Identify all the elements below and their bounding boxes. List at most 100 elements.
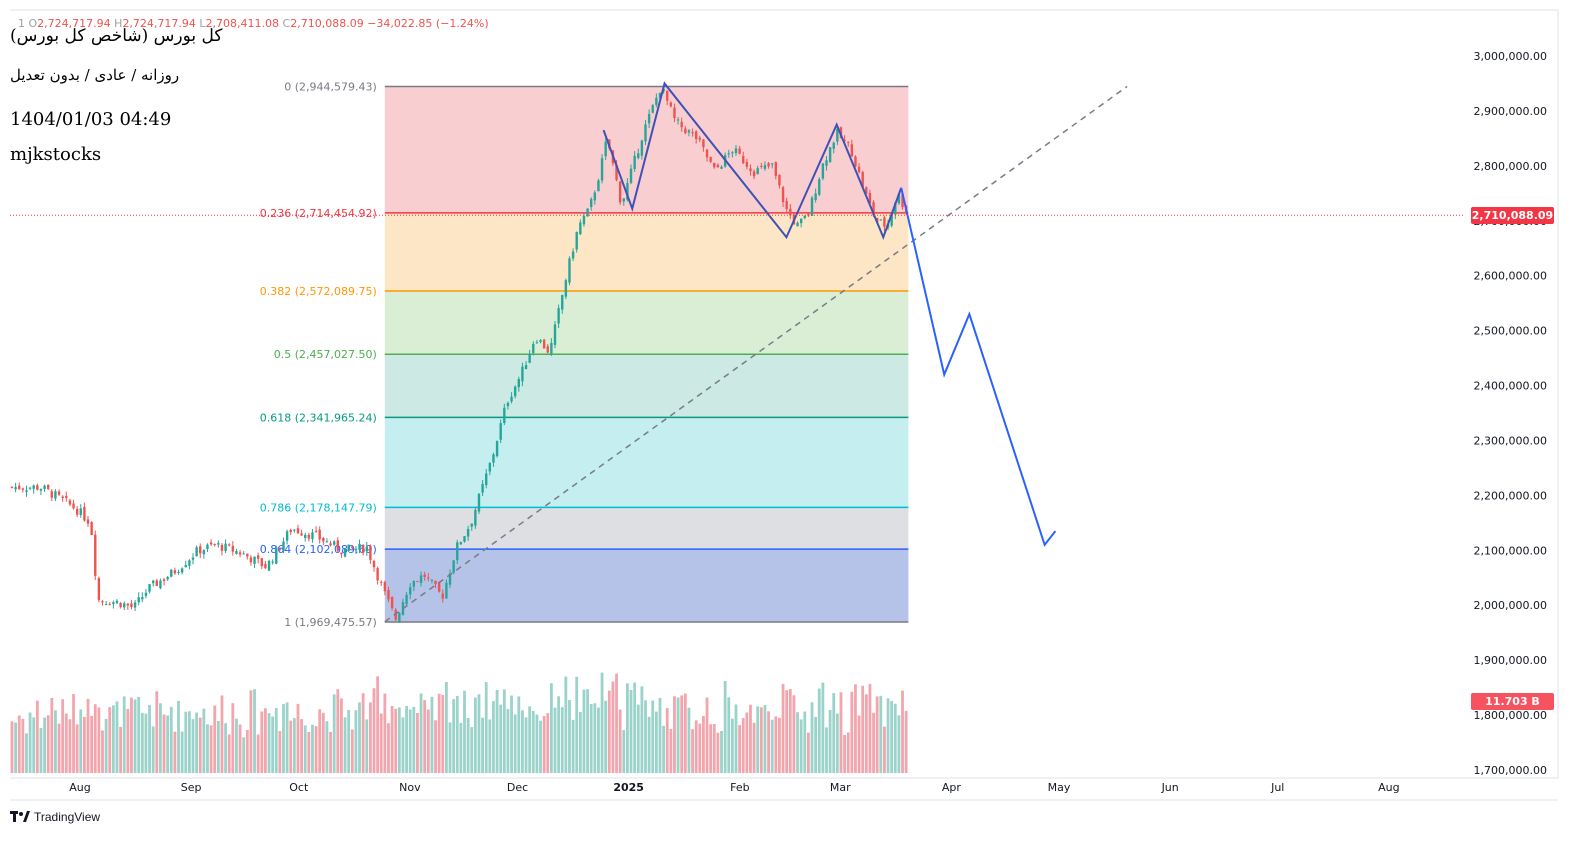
volume-bar [412,706,416,773]
candle-body [673,107,676,119]
drawings[interactable] [10,81,1465,623]
volume-bar [180,731,184,773]
candle-body [590,199,593,207]
x-tick-label: Oct [289,781,309,794]
volume-bar [350,729,354,773]
candle-body [872,202,875,216]
candle-body [108,604,111,606]
candle-body [705,149,709,158]
candle-body [61,496,64,498]
candle-body [564,280,568,297]
candle-body [83,506,86,521]
volume-bar [510,695,513,773]
volume-bar [521,710,524,773]
candle-body [437,581,441,592]
candle-body [162,579,166,581]
last-price-tag: 2,710,088.09 [1471,207,1554,224]
x-tick-label: Aug [69,781,90,794]
candle-body [224,543,227,552]
volume-bar [358,702,361,773]
volume-bar [683,693,687,773]
volume-bar [90,715,94,773]
volume-bar [712,724,716,773]
volume-tag: 11.703 B [1471,693,1554,710]
candle-body [104,604,108,606]
candle-body [123,603,126,608]
candle-body [213,544,216,546]
volume-bar [394,708,398,773]
volume-bar [419,693,423,773]
candle-body [325,541,329,543]
volume-bar [155,691,159,773]
volume-bar [101,730,104,773]
candle-body [532,343,535,354]
volume-bar [698,723,702,773]
volume-bar [144,713,148,773]
candle-body [818,179,821,195]
x-tick-label: Apr [942,781,962,794]
volume-bar [839,692,843,773]
volume-bar [249,690,253,773]
volume-bar [191,719,195,773]
candle-body [644,124,647,142]
candle-body [452,560,455,573]
volume-bar [122,696,126,773]
volume-bar [354,710,358,773]
candle-body [405,594,408,605]
volume-bar [235,718,238,773]
volume-bar [662,725,665,773]
candle-body [260,558,263,567]
candle-body [785,200,788,209]
candle-body [579,222,582,235]
candle-body [231,545,235,552]
y-tick-label: 2,100,000.00 [1474,544,1547,557]
volume-bar [332,694,336,773]
volume-bar [473,697,477,773]
volume-bar [749,704,752,773]
volume-bar [104,718,108,773]
candle-body [615,164,618,181]
fib-retracement[interactable]: 0 (2,944,579.43) 0.236 (2,714,454.92) 0.38… [260,80,909,629]
volume-bar [311,724,314,773]
candle-body [416,581,419,583]
candle-body [749,168,752,172]
volume-bar [854,684,857,773]
volume-bar [365,719,369,773]
volume-bar [807,732,810,773]
volume-bar [426,709,430,773]
candle-body [799,218,803,224]
candle-body [206,544,209,550]
volume-bar [792,695,796,773]
candle-body [897,193,901,204]
high-label: H [114,17,123,30]
candle-body [763,165,767,169]
volume-bar [488,719,492,773]
candle-body [676,119,680,121]
axes[interactable]: 3,000,000.00 2,900,000.00 2,800,000.00 2,70… [10,9,1559,801]
volume-bar [336,689,340,773]
candle-body [358,543,361,550]
open-value: 2,724,717.94 [37,17,111,30]
volume-bar [390,706,394,773]
volume-bar [568,700,571,773]
volume-bar [231,703,235,773]
volume-bar [864,694,868,773]
candle-body [191,557,195,560]
volume-bar [379,713,383,773]
candle-body [65,495,68,499]
candle-body [734,148,738,154]
volume-bar [665,708,669,773]
volume-bar [578,711,582,773]
volume-bar [615,673,618,773]
volume-bar [282,704,285,773]
volume-bar [195,712,199,773]
candle-body [209,542,213,545]
candle-body [521,366,524,382]
candle-body [626,183,629,200]
candle-body [597,180,600,192]
y-tick-label: 3,000,000.00 [1474,50,1547,63]
tradingview-logo[interactable]: TradingView [10,810,100,824]
volume-bar [151,726,155,773]
volume-bar [173,731,177,773]
